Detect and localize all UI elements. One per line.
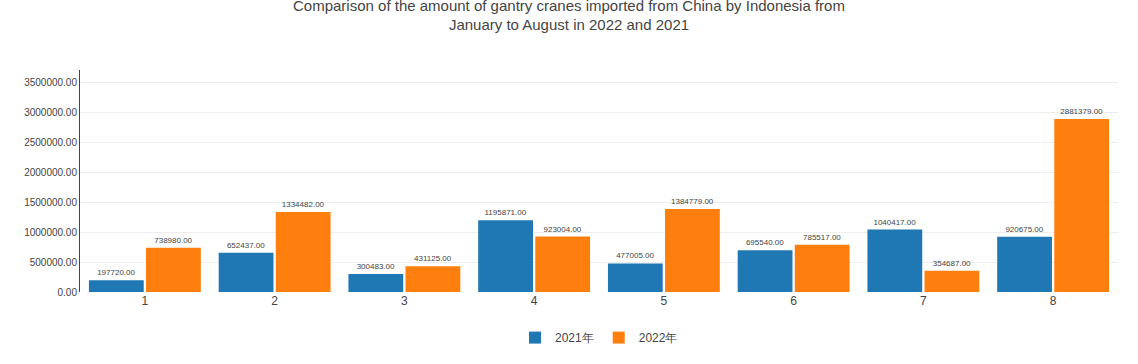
svg-text:3000000.00: 3000000.00 <box>24 107 77 118</box>
svg-text:431125.00: 431125.00 <box>414 254 452 263</box>
svg-text:300483.00: 300483.00 <box>357 262 395 271</box>
svg-text:500000.00: 500000.00 <box>30 257 78 268</box>
svg-text:1500000.00: 1500000.00 <box>24 197 77 208</box>
svg-text:4: 4 <box>531 294 538 308</box>
svg-text:652437.00: 652437.00 <box>227 241 265 250</box>
svg-text:3500000.00: 3500000.00 <box>24 77 77 88</box>
svg-text:785517.00: 785517.00 <box>803 233 841 242</box>
svg-text:2: 2 <box>271 294 278 308</box>
svg-text:1334482.00: 1334482.00 <box>282 200 325 209</box>
svg-text:1: 1 <box>142 294 149 308</box>
svg-text:695540.00: 695540.00 <box>746 238 784 247</box>
svg-text:7: 7 <box>920 294 927 308</box>
svg-text:1384779.00: 1384779.00 <box>671 197 714 206</box>
svg-text:0.00: 0.00 <box>58 287 78 298</box>
svg-text:2022年: 2022年 <box>639 331 678 345</box>
svg-text:Comparison of the amount of ga: Comparison of the amount of gantry crane… <box>293 0 845 33</box>
svg-text:197720.00: 197720.00 <box>97 268 135 277</box>
svg-text:1000000.00: 1000000.00 <box>24 227 77 238</box>
svg-text:738980.00: 738980.00 <box>154 236 192 245</box>
svg-text:2881379.00: 2881379.00 <box>1060 107 1103 116</box>
svg-text:1195871.00: 1195871.00 <box>484 208 526 217</box>
svg-text:1040417.00: 1040417.00 <box>873 218 916 227</box>
svg-text:923004.00: 923004.00 <box>543 225 581 234</box>
svg-text:8: 8 <box>1050 294 1057 308</box>
svg-text:477005.00: 477005.00 <box>616 251 654 260</box>
svg-text:2021年: 2021年 <box>555 331 594 345</box>
svg-text:3: 3 <box>401 294 408 308</box>
svg-text:920675.00: 920675.00 <box>1005 225 1043 234</box>
svg-text:6: 6 <box>790 294 797 308</box>
svg-text:354687.00: 354687.00 <box>933 259 971 268</box>
svg-text:5: 5 <box>661 294 668 308</box>
svg-text:2500000.00: 2500000.00 <box>24 137 77 148</box>
svg-text:2000000.00: 2000000.00 <box>24 167 77 178</box>
